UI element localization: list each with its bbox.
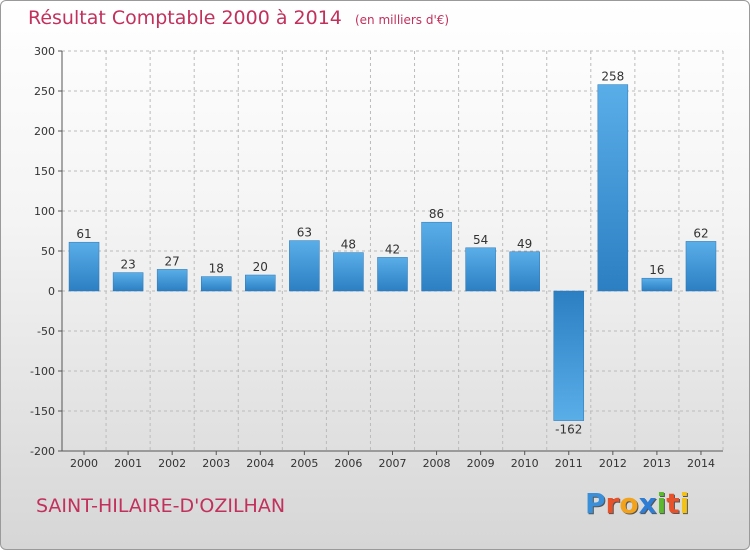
data-label: 27 [165,254,180,268]
y-tick-label: 150 [34,165,55,178]
commune-name: SAINT-HILAIRE-D'OZILHAN [36,495,286,517]
bar [112,272,144,292]
bar [597,84,629,292]
x-tick-label: 2007 [379,457,407,470]
x-tick-label: 2000 [70,457,98,470]
x-tick-label: 2002 [158,457,186,470]
x-tick-label: 2009 [467,457,495,470]
bar [68,241,100,292]
logo-letter: t [666,487,680,520]
bar [156,269,188,292]
data-label: 20 [253,260,268,274]
y-tick-label: 0 [48,285,55,298]
logo-letter: o [619,487,639,520]
data-label: 23 [120,258,135,272]
data-label: 54 [473,233,488,247]
bar [377,257,408,292]
x-tick-label: 2003 [202,457,230,470]
x-tick-label: 2005 [290,457,318,470]
logo-letter: x [638,487,657,520]
x-tick-label: 2001 [114,457,142,470]
y-tick-label: 250 [34,85,55,98]
data-label: -162 [555,423,582,437]
y-tick-label: 50 [41,245,55,258]
data-label: 62 [693,226,708,240]
y-tick-label: -200 [30,445,55,458]
data-label: 61 [76,227,91,241]
bar [553,290,585,421]
data-label: 86 [429,207,444,221]
data-label: 16 [649,263,664,277]
bars [68,84,717,421]
x-tick-label: 2004 [246,457,274,470]
x-tick-label: 2006 [334,457,362,470]
x-tick-label: 2014 [687,457,715,470]
y-tick-label: 300 [34,45,55,58]
bar [200,276,232,292]
bar [289,240,320,292]
logo-letter: i [679,487,690,520]
bar [641,277,673,292]
title-text: Résultat Comptable 2000 à 2014 [28,7,342,29]
logo-letter: i [656,487,667,520]
x-tick-label: 2010 [511,457,539,470]
data-label: 49 [517,237,532,251]
bar [685,241,717,292]
data-label: 48 [341,238,356,252]
data-label: 63 [297,226,312,240]
y-tick-label: 100 [34,205,55,218]
subtitle-text: (en milliers d'€) [354,13,450,27]
chart-title: Résultat Comptable 2000 à 2014 (en milli… [28,7,449,29]
bar [509,251,540,292]
data-label: 18 [209,262,224,276]
y-tick-label: -100 [30,365,55,378]
bar [333,252,364,292]
logo-letter: P [585,487,606,520]
y-tick-label: -150 [30,405,55,418]
data-label: 258 [601,70,624,84]
x-tick-label: 2013 [643,457,671,470]
x-tick-label: 2012 [599,457,627,470]
bar [245,274,276,292]
logo-letter: r [605,487,620,520]
proxiti-logo: Proxiti [585,487,689,520]
y-tick-label: 200 [34,125,55,138]
bar [421,221,452,292]
axes: 300 250 200 150 100 50 0 -50 -100 -150 -200 2000 200… [30,45,723,470]
data-label: 42 [385,242,400,256]
data-labels: 61 23 27 18 20 63 48 42 86 54 49 -162 258 16 62 [76,70,708,437]
x-tick-label: 2011 [555,457,583,470]
bar [465,247,496,292]
y-tick-label: -50 [37,325,55,338]
x-tick-label: 2008 [423,457,451,470]
